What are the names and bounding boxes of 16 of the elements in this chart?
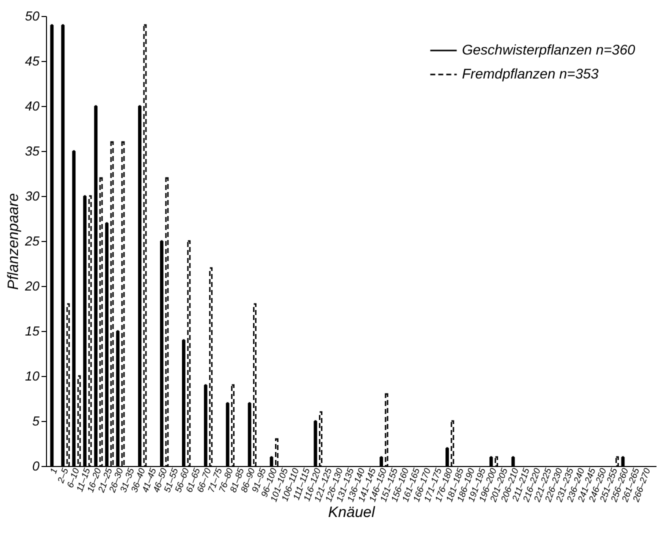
- y-tick-label: 40: [25, 98, 40, 114]
- legend-label: Fremdpflanzen n=353: [462, 66, 599, 82]
- y-tick-label: 25: [24, 234, 40, 248]
- x-tick-label: 1: [48, 466, 60, 475]
- y-tick-label: 0: [32, 458, 40, 474]
- y-tick-label: 10: [25, 368, 40, 384]
- y-tick-label: 15: [25, 324, 40, 338]
- y-tick-label: 5: [32, 414, 40, 428]
- y-tick-label: 50: [25, 8, 40, 24]
- y-tick-label: 35: [25, 144, 40, 158]
- y-tick-label: 45: [25, 54, 40, 68]
- y-tick-label: 30: [25, 188, 40, 204]
- y-axis-title: Pflanzenpaare: [5, 193, 22, 290]
- legend-label: Geschwisterpflanzen n=360: [462, 42, 636, 58]
- x-axis-title: Knäuel: [328, 504, 376, 522]
- y-tick-label: 20: [24, 278, 40, 294]
